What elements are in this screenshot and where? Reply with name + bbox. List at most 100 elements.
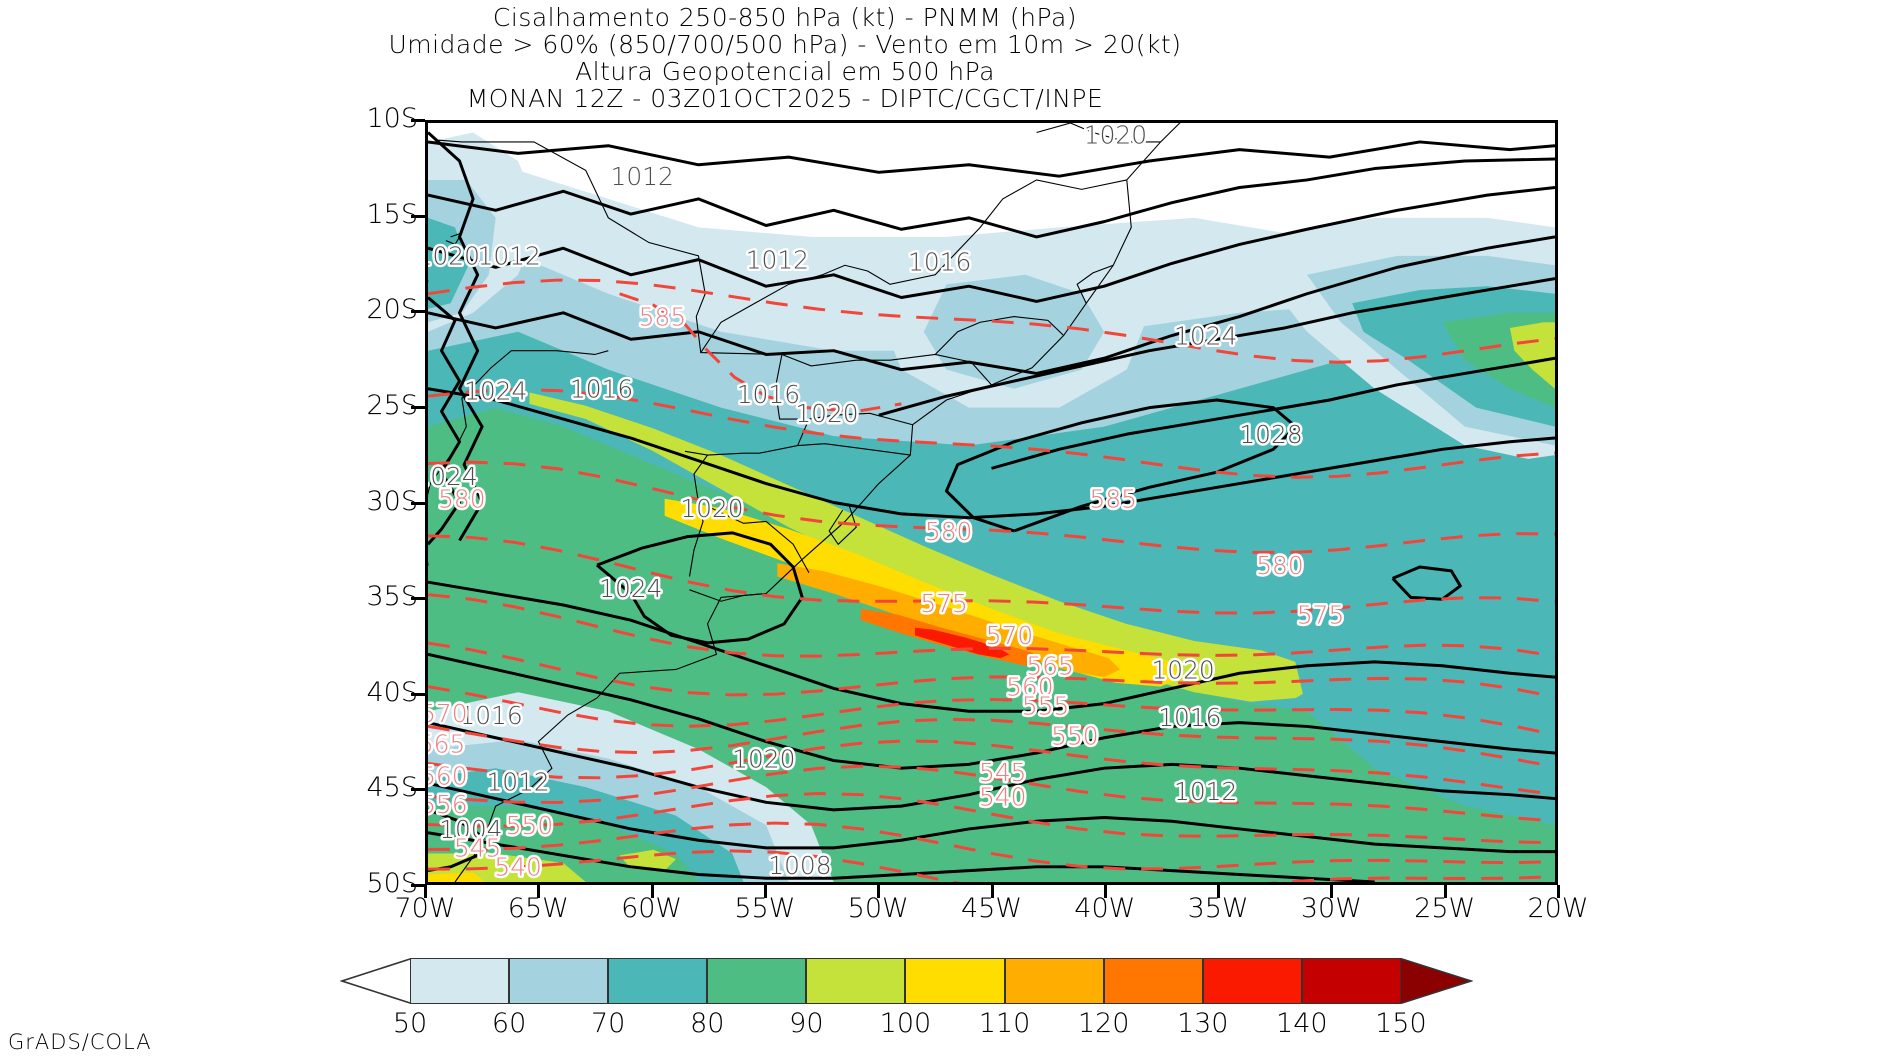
geopotential-contour-line bbox=[428, 739, 1555, 796]
geopotential-contour-label: 545 bbox=[454, 834, 501, 863]
x-axis-tick-label: 55W bbox=[734, 893, 796, 924]
x-axis-tick-mark bbox=[877, 885, 881, 898]
x-axis-tick-mark bbox=[1217, 885, 1221, 898]
y-axis-tick-label: 25S bbox=[366, 389, 419, 421]
geopotential-contour-line bbox=[619, 292, 902, 413]
geopotential-contour-label: 580 bbox=[1256, 551, 1303, 580]
title-line-1: Cisalhamento 250-850 hPa (kt) - PNMM (hP… bbox=[492, 3, 1078, 32]
geopotential-contour-label: 585 bbox=[639, 302, 686, 331]
mslp-contour-line bbox=[428, 235, 1555, 375]
y-axis-tick-label: 50S bbox=[366, 868, 419, 899]
shading-band bbox=[428, 217, 469, 309]
coastline bbox=[428, 350, 609, 567]
y-axis-tick-label: 45S bbox=[366, 772, 419, 804]
coastline bbox=[684, 445, 798, 456]
colorbar-tick-label: 80 bbox=[690, 1008, 725, 1039]
mslp-contour-line bbox=[428, 131, 484, 542]
geopotential-contour-label: 570 bbox=[428, 699, 468, 728]
mslp-contour-line bbox=[428, 186, 1555, 303]
geopotential-contour-line bbox=[428, 641, 1555, 699]
coastline bbox=[822, 179, 1127, 285]
title-line-3: Altura Geopotencial em 500 hPa bbox=[575, 57, 995, 86]
shading-band bbox=[428, 872, 485, 882]
x-axis-tick-mark bbox=[1443, 885, 1447, 898]
geopotential-contour-label: 580 bbox=[925, 517, 972, 546]
geopotential-contour-label: 550 bbox=[506, 811, 553, 840]
map-canvas: 1020101210201012101210161024102410161016… bbox=[428, 123, 1555, 882]
coastline bbox=[828, 506, 857, 546]
x-axis-tick-label: 35W bbox=[1187, 893, 1249, 924]
mslp-contour-label: 1028 bbox=[1239, 420, 1302, 449]
geopotential-contour-line bbox=[428, 792, 1555, 845]
mslp-contour-label: 1020 bbox=[732, 745, 795, 774]
mslp-contour-label: 1020 bbox=[680, 494, 743, 523]
mslp-contour-line bbox=[991, 356, 1555, 470]
colorbar-cell bbox=[509, 958, 609, 1004]
x-axis-tick-label: 70W bbox=[394, 893, 456, 924]
mslp-contour-label: 1012 bbox=[746, 246, 809, 275]
mslp-contour-label: 1012 bbox=[478, 242, 541, 271]
colorbar-high-extend-arrow bbox=[1400, 958, 1471, 1004]
y-axis-tick-mark bbox=[411, 597, 425, 601]
geopotential-contour-line bbox=[428, 460, 1555, 554]
mslp-contour-label: 1016 bbox=[908, 247, 971, 276]
colorbar-cell bbox=[707, 958, 807, 1004]
mslp-contour-line bbox=[428, 721, 1555, 812]
mslp-contour-label: 1016 bbox=[570, 375, 633, 404]
mslp-contour-line bbox=[428, 831, 1375, 882]
y-axis-tick-label: 15S bbox=[366, 198, 419, 230]
x-axis-tick-label: 40W bbox=[1074, 893, 1136, 924]
geopotential-contour-label: 565 bbox=[428, 729, 465, 758]
mslp-contour-label: 1024 bbox=[428, 462, 478, 491]
x-axis-tick-mark bbox=[1557, 885, 1560, 898]
shading-band bbox=[1509, 322, 1555, 389]
coastline bbox=[689, 589, 767, 602]
mslp-contour-line bbox=[596, 531, 804, 645]
y-axis-tick-mark bbox=[411, 119, 425, 122]
colorbar-tick-label: 150 bbox=[1375, 1008, 1427, 1039]
mslp-contour-line bbox=[428, 652, 1555, 770]
x-axis-tick-mark bbox=[650, 885, 654, 898]
coastline bbox=[445, 232, 464, 246]
colorbar-tick-label: 110 bbox=[978, 1008, 1031, 1039]
y-axis-tick-mark bbox=[411, 884, 425, 887]
colorbar-cell bbox=[1004, 958, 1104, 1004]
mslp-contour-label: 1012 bbox=[611, 162, 674, 191]
geopotential-contour-label: 585 bbox=[1090, 485, 1137, 514]
colorbar-cell bbox=[1202, 958, 1302, 1004]
shading-band bbox=[923, 274, 1105, 389]
colorbar-cell bbox=[1301, 958, 1401, 1004]
mslp-contour-label: 1020 bbox=[1084, 123, 1147, 149]
x-axis-tick-label: 50W bbox=[847, 893, 909, 924]
colorbar-cell bbox=[905, 958, 1005, 1004]
colorbar-cell bbox=[410, 958, 510, 1004]
geopotential-contour-line bbox=[428, 717, 1555, 769]
mslp-contour-line bbox=[1391, 565, 1462, 601]
colorbar-cell bbox=[806, 958, 906, 1004]
x-axis-tick-label: 45W bbox=[960, 893, 1023, 924]
mslp-contour-label: 1020 bbox=[428, 242, 480, 271]
title-line-2: Umidade > 60% (850/700/500 hPa) - Vento … bbox=[388, 30, 1182, 59]
x-axis-tick-mark bbox=[763, 885, 767, 898]
coastline bbox=[454, 123, 1181, 882]
geopotential-contour-label: 560 bbox=[1006, 672, 1053, 701]
mslp-contour-label: 1016 bbox=[1158, 703, 1221, 732]
mslp-contour-label: 1020 bbox=[1151, 655, 1214, 684]
x-axis-tick-mark bbox=[424, 885, 427, 898]
x-axis-tick-mark bbox=[990, 885, 994, 898]
colorbar-tick-label: 70 bbox=[590, 1008, 626, 1039]
mslp-contour-label: 1016 bbox=[737, 380, 800, 409]
map-plot-area: 1020101210201012101210161024102410161016… bbox=[425, 120, 1558, 885]
mslp-contour-line bbox=[428, 387, 1555, 520]
coastline bbox=[688, 454, 708, 577]
x-axis-tick-label: 65W bbox=[507, 893, 569, 924]
mslp-contour-line bbox=[428, 808, 484, 873]
mslp-contour-label: 1024 bbox=[464, 376, 527, 405]
mslp-contour-label: 1024 bbox=[1174, 321, 1237, 350]
mslp-contour-label: 1024 bbox=[599, 574, 662, 603]
colorbar-tick-label: 130 bbox=[1176, 1008, 1229, 1039]
coastline bbox=[1076, 264, 1114, 304]
y-axis-tick-mark bbox=[411, 405, 425, 409]
mslp-contour-label: 1020 bbox=[795, 399, 858, 428]
y-axis-tick-label: 10S bbox=[366, 103, 419, 134]
